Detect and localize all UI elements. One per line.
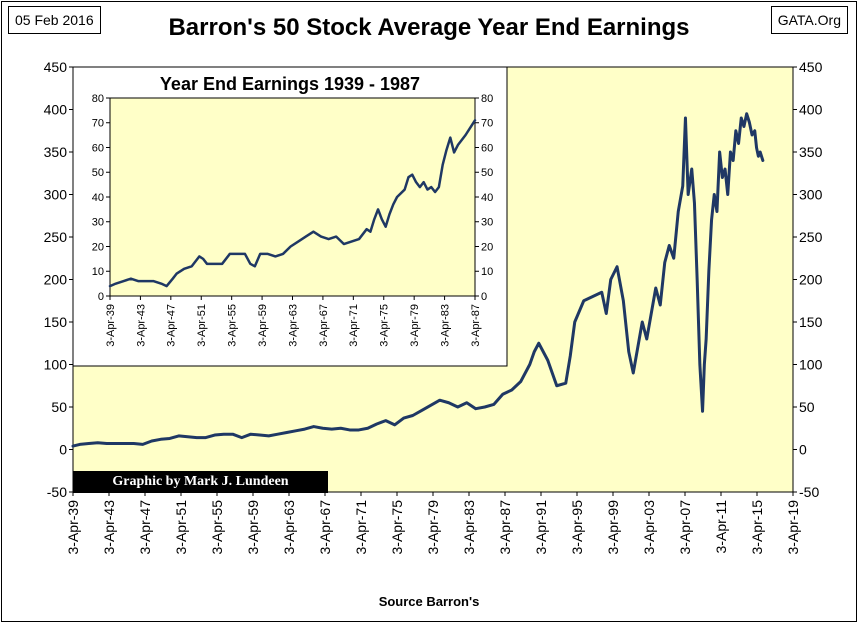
main-y-tick-label-right: 250 [799, 229, 823, 245]
inset-x-tick-label: 3-Apr-75 [379, 304, 391, 347]
inset-y-tick-label-right: 40 [481, 192, 493, 204]
inset-y-tick-label-left: 80 [92, 93, 104, 105]
main-x-tick-label: 3-Apr-59 [245, 500, 261, 555]
inset-series-line [108, 119, 477, 288]
inset-x-tick-label: 3-Apr-67 [318, 304, 330, 347]
main-y-tick-label-right: 450 [799, 59, 823, 75]
inset-y-tick-label-left: 40 [92, 192, 104, 204]
main-y-tick-label-right: 200 [799, 271, 823, 287]
date-label: 05 Feb 2016 [8, 6, 101, 34]
main-y-tick-label-right: 100 [799, 356, 823, 372]
inset-x-tick-label: 3-Apr-63 [287, 304, 299, 347]
inset-y-tick-label-right: 50 [481, 167, 493, 179]
inset-x-tick-label: 3-Apr-43 [135, 304, 147, 347]
main-x-tick-label: 3-Apr-07 [677, 500, 693, 555]
inset-y-tick-label-right: 10 [481, 266, 493, 278]
inset-y-tick-label-right: 60 [481, 142, 493, 154]
inset-y-tick-label-left: 20 [92, 241, 104, 253]
main-x-tick-label: 3-Apr-67 [317, 500, 333, 555]
main-y-tick-label-right: 50 [799, 399, 815, 415]
main-x-tick-label: 3-Apr-75 [389, 500, 405, 555]
main-y-tick-label-right: 300 [799, 186, 823, 202]
main-x-tick-label: 3-Apr-63 [281, 500, 297, 555]
main-x-tick-label: 3-Apr-47 [137, 500, 153, 555]
main-x-tick-label: 3-Apr-91 [533, 500, 549, 555]
main-y-tick-label-left: 150 [44, 314, 68, 330]
main-y-tick-label-right: 400 [799, 101, 823, 117]
chart-title: Barron's 50 Stock Average Year End Earni… [168, 14, 690, 41]
main-y-tick-label-left: 450 [44, 59, 68, 75]
inset-x-tick-label: 3-Apr-71 [348, 304, 360, 347]
inset-x-axis: 3-Apr-39 3-Apr-43 3-Apr-47 3-Apr-51 3-Apr-55… [105, 296, 482, 347]
inset-series [108, 119, 477, 288]
inset-chart-title: Year End Earnings 1939 - 1987 [159, 74, 421, 94]
main-y-tick-label-left: 250 [44, 229, 68, 245]
main-y-tick-label-left: 400 [44, 101, 68, 117]
inset-y-tick-label-right: 0 [481, 291, 487, 303]
main-y-tick-label-left: -50 [47, 484, 67, 500]
main-y-tick-label-left: 200 [44, 271, 68, 287]
main-x-tick-label: 3-Apr-95 [569, 500, 585, 555]
inset-x-tick-label: 3-Apr-83 [439, 304, 451, 347]
main-series [71, 112, 765, 448]
credit-banner: Graphic by Mark J. Lundeen [73, 471, 328, 493]
main-x-tick-label: 3-Apr-51 [173, 500, 189, 555]
main-x-tick-label: 3-Apr-55 [209, 500, 225, 555]
main-y-tick-label-right: 0 [799, 441, 807, 457]
inset-x-tick-label: 3-Apr-47 [166, 304, 178, 347]
inset-x-tick-label: 3-Apr-87 [470, 304, 482, 347]
inset-y-tick-label-left: 70 [92, 118, 104, 130]
inset-x-tick-label: 3-Apr-39 [105, 304, 117, 347]
main-x-tick-label: 3-Apr-11 [713, 500, 729, 554]
main-x-tick-label: 3-Apr-79 [425, 500, 441, 555]
main-x-axis: 3-Apr-39 3-Apr-43 3-Apr-47 3-Apr-51 3-Apr-55… [65, 492, 801, 554]
inset-y-tick-label-left: 30 [92, 217, 104, 229]
main-x-tick-label: 3-Apr-71 [353, 500, 369, 555]
inset-y-tick-label-right: 80 [481, 93, 493, 105]
main-y-tick-label-right: -50 [799, 484, 819, 500]
inset-y-axis-left: 0 10 20 30 40 50 60 70 80 [92, 93, 110, 303]
inset-y-tick-label-left: 60 [92, 142, 104, 154]
main-series-line [71, 112, 765, 448]
x-axis-title: Source Barron's [378, 594, 480, 609]
main-y-tick-label-left: 0 [59, 441, 67, 457]
inset-y-tick-label-left: 10 [92, 266, 104, 278]
main-x-tick-label: 3-Apr-03 [641, 500, 657, 555]
main-x-tick-label: 3-Apr-99 [605, 500, 621, 555]
main-y-tick-label-right: 150 [799, 314, 823, 330]
inset-y-axis-right: 0 10 20 30 40 50 60 70 80 [475, 93, 493, 303]
main-y-tick-label-left: 350 [44, 144, 68, 160]
main-y-tick-label-left: 50 [51, 399, 67, 415]
inset-x-tick-label: 3-Apr-55 [227, 304, 239, 347]
inset-y-tick-label-right: 30 [481, 217, 493, 229]
inset-y-tick-label-left: 50 [92, 167, 104, 179]
inset-x-tick-label: 3-Apr-79 [409, 304, 421, 347]
main-y-tick-label-left: 100 [44, 356, 68, 372]
main-y-axis-left: -50 0 50 100 150 200 250 300 350 400 450 [44, 59, 73, 500]
inset-x-tick-label: 3-Apr-51 [196, 304, 208, 347]
main-x-tick-label: 3-Apr-43 [101, 500, 117, 555]
source-label: GATA.Org [770, 6, 848, 34]
inset-y-tick-label-left: 0 [98, 291, 104, 303]
main-x-tick-label: 3-Apr-15 [749, 500, 765, 555]
main-y-axis-right: -50 0 50 100 150 200 250 300 350 400 450 [793, 59, 823, 500]
main-x-tick-label: 3-Apr-87 [497, 500, 513, 555]
main-x-tick-label: 3-Apr-83 [461, 500, 477, 555]
main-x-tick-label: 3-Apr-19 [785, 500, 801, 555]
inset-y-tick-label-right: 70 [481, 118, 493, 130]
main-y-tick-label-right: 350 [799, 144, 823, 160]
inset-plot-area [109, 97, 476, 297]
inset-y-tick-label-right: 20 [481, 241, 493, 253]
main-x-tick-label: 3-Apr-39 [65, 500, 81, 555]
main-y-tick-label-left: 300 [44, 186, 68, 202]
inset-x-tick-label: 3-Apr-59 [257, 304, 269, 347]
